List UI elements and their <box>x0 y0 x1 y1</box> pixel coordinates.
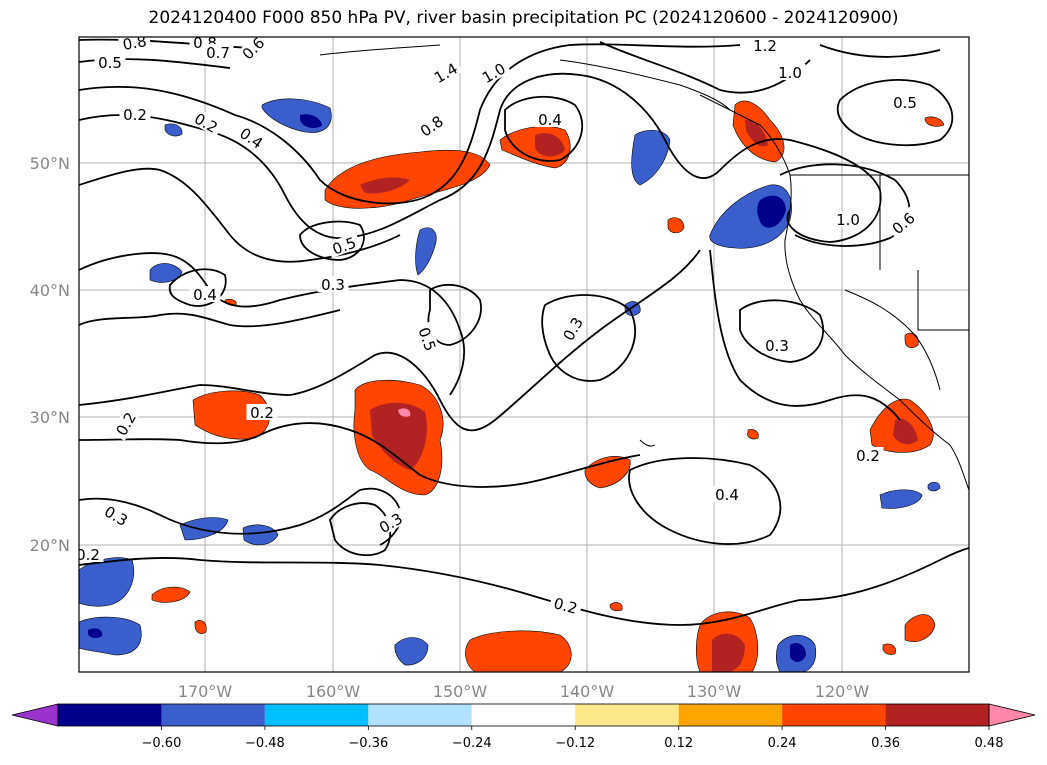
colorbar-extend-max <box>988 703 1036 727</box>
contour-label-bg <box>189 286 221 302</box>
contour-label-bg <box>476 57 511 88</box>
contour-label-bg <box>202 44 234 60</box>
lat-label: 50°N <box>30 154 70 173</box>
contour-label: 0.3 <box>765 337 789 355</box>
contour-label-bg <box>749 37 781 53</box>
contour-label-bg <box>99 500 134 531</box>
colorbar-tick-label: −0.36 <box>348 736 388 751</box>
precipitation-anomaly-fills <box>79 98 945 672</box>
lat-label: 20°N <box>30 536 70 555</box>
colorbar-segment <box>58 704 162 726</box>
contour-label-bg <box>119 106 151 122</box>
contour-label-bg <box>428 57 463 88</box>
contour-label: 0.2 <box>552 594 580 618</box>
contour-label-bg <box>317 276 349 292</box>
contour-label-bg <box>557 311 588 346</box>
contour-label-bg <box>534 111 566 127</box>
contour-label: 0.2 <box>250 404 274 422</box>
lon-label: 130°W <box>687 682 742 701</box>
contour-label: 1.0 <box>836 211 860 229</box>
contour-label: 0.8 <box>121 32 148 54</box>
contour-label: 0.5 <box>893 94 917 112</box>
colorbar-extend-min <box>11 703 59 727</box>
contour-label-bg <box>886 206 921 239</box>
contour-label-bg <box>774 64 806 80</box>
lon-label: 150°W <box>433 682 488 701</box>
contour-label: 0.2 <box>76 546 100 564</box>
colorbar-tick-label: 0.24 <box>768 736 797 751</box>
colorbar-ticks: −0.60 −0.48 −0.36 −0.24 −0.12 0.12 0.24 0.36 0.4… <box>142 726 1004 751</box>
colorbar-segment <box>368 704 472 726</box>
contour-label: 0.4 <box>193 286 217 304</box>
colorbar-segment <box>782 704 886 726</box>
colorbar-tick-label: −0.60 <box>142 736 182 751</box>
contour-label: 1.2 <box>753 37 777 55</box>
lat-label: 40°N <box>30 281 70 300</box>
colorbar-tick-label: 0.48 <box>975 736 1004 751</box>
contour-label: 0.7 <box>206 44 230 62</box>
map-title: 2024120400 F000 850 hPa PV, river basin … <box>148 8 899 28</box>
colorbar-segment <box>575 704 679 726</box>
contour-label: 0.5 <box>98 54 122 72</box>
colorbar-segment <box>471 704 576 726</box>
colorbar-segment <box>264 704 369 726</box>
map-frame <box>78 36 970 673</box>
contour-label: 1.0 <box>778 64 802 82</box>
contour-label-bg <box>761 337 793 353</box>
contour-label-bg <box>236 37 270 65</box>
colorbar-tick-label: 0.36 <box>871 736 900 751</box>
contour-label: 0.2 <box>856 447 880 465</box>
contour-label-bg <box>326 232 362 258</box>
contour-label-bg <box>852 447 884 463</box>
contour-label-bg <box>711 486 743 502</box>
contour-label-bg <box>246 404 278 420</box>
contour-label-bg <box>832 211 864 227</box>
lon-label: 140°W <box>560 682 615 701</box>
contour-label: 0.4 <box>538 111 562 129</box>
colorbar-tick-label: 0.12 <box>664 736 693 751</box>
contour-label-bg <box>110 406 141 441</box>
colorbar-segment <box>678 704 783 726</box>
colorbar-segment <box>161 704 265 726</box>
lon-label: 120°W <box>815 682 870 701</box>
latitude-labels: 50°N 40°N 30°N 20°N <box>30 154 70 555</box>
colorbar-tick-label: −0.12 <box>555 736 595 751</box>
longitude-labels: 170°W 160°W 150°W 140°W 130°W 120°W <box>178 682 870 701</box>
gridlines <box>79 37 969 672</box>
coastlines <box>319 44 969 491</box>
contour-label-bg <box>94 54 126 70</box>
lon-label: 170°W <box>178 682 233 701</box>
colorbar-segment <box>885 704 989 726</box>
contour-label-bg <box>234 122 270 153</box>
lat-label: 30°N <box>30 408 70 427</box>
colorbar-frame <box>57 703 990 727</box>
contour-label: 0.4 <box>715 486 739 504</box>
contour-label: 0.2 <box>123 106 147 124</box>
contour-label-bg <box>548 593 583 617</box>
contour-label-bg <box>373 507 408 538</box>
contour-label-bg <box>889 94 921 110</box>
lon-label: 160°W <box>306 682 361 701</box>
contour-label-bg <box>189 107 224 138</box>
colorbar-tick-label: −0.24 <box>452 736 492 751</box>
contour-label: 0.3 <box>321 276 345 294</box>
contour-label-bg <box>117 37 152 53</box>
colorbar-tick-label: −0.48 <box>245 736 285 751</box>
colorbar <box>11 703 1036 727</box>
contour-label-bg <box>79 546 104 562</box>
contour-label-bg <box>413 110 449 141</box>
contour-label-bg <box>415 321 441 357</box>
